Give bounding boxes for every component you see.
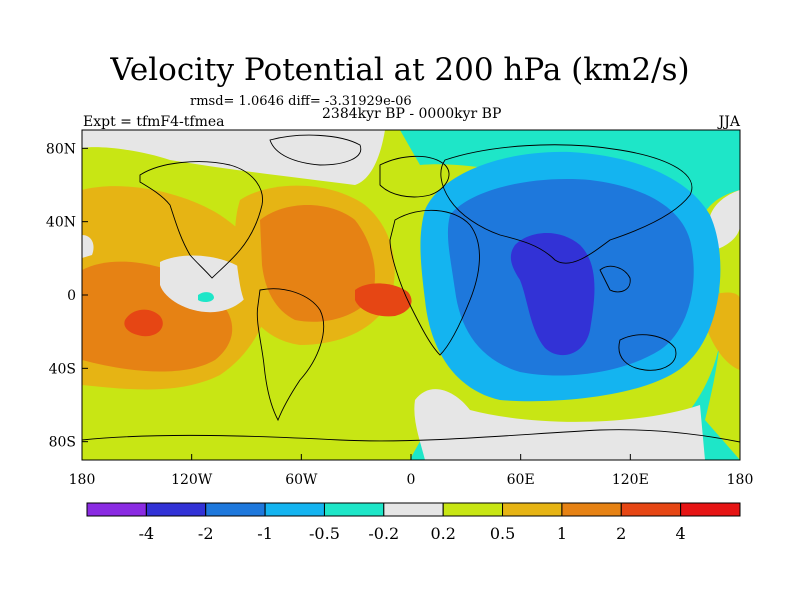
colorbar-swatch [442, 502, 504, 517]
x-tick-label: 180 [69, 472, 96, 488]
colorbar-label: 4 [676, 524, 686, 543]
y-tick-label: 0 [67, 288, 76, 304]
colorbar-swatch [86, 502, 147, 517]
rmsd-stats: rmsd= 1.0646 diff= -3.31929e-06 [190, 94, 412, 109]
colorbar-label: 0.2 [430, 524, 455, 543]
colorbar-swatch [680, 502, 741, 517]
coast-europe [379, 155, 450, 198]
x-tick-label: 60E [507, 472, 535, 488]
colorbar-swatch [205, 502, 266, 517]
coastlines [82, 134, 740, 443]
colorbar-label: 1 [557, 524, 567, 543]
x-tick-label: 120W [171, 472, 213, 488]
coast-north-america [139, 161, 263, 279]
chart-title: Velocity Potential at 200 hPa (km2/s) [110, 52, 690, 88]
colorbar-label: 0.5 [490, 524, 515, 543]
field-pacific-small-negative [198, 292, 214, 303]
field-atlantic-peak [355, 283, 412, 317]
coast-australia [618, 334, 677, 371]
colorbar: -4 -2 -1 -0.5 -0.2 0.2 0.5 1 2 4 [86, 502, 741, 543]
field-antarctic-neutral [414, 389, 705, 460]
colorbar-label: -0.5 [309, 524, 340, 543]
coast-antarctica [82, 429, 740, 443]
colorbar-swatch [145, 502, 207, 517]
y-tick-label: 40N [46, 215, 76, 231]
y-tick-label: 40S [49, 361, 76, 377]
colorbar-label: -2 [198, 524, 214, 543]
x-axis-ticks: 180 120W 60W 0 60E 120E 180 [69, 454, 754, 488]
coast-south-america [256, 288, 324, 422]
period-label: 2384kyr BP - 0000kyr BP [322, 106, 502, 122]
field-arctic-neutral [82, 130, 385, 185]
y-tick-label: 80N [46, 141, 76, 157]
y-tick-label: 80S [49, 435, 76, 451]
coast-greenland [269, 134, 362, 166]
contour-field [82, 130, 740, 460]
coast-asia [440, 144, 693, 264]
x-tick-label: 0 [407, 472, 416, 488]
y-axis-ticks: 80N 40N 0 40S 80S [46, 141, 88, 451]
season-label: JJA [718, 114, 740, 130]
field-west-edge-neutral [82, 235, 94, 258]
colorbar-swatch [264, 502, 325, 517]
x-tick-label: 60W [285, 472, 318, 488]
field-pacific-peak [124, 309, 163, 337]
x-tick-label: 180 [727, 472, 754, 488]
field-pacific-neutral-island [160, 255, 252, 313]
x-tick-label: 120E [612, 472, 649, 488]
colorbar-label: -0.2 [368, 524, 399, 543]
colorbar-swatch [620, 502, 682, 517]
coast-maritime-continent [599, 265, 631, 293]
colorbar-swatch [383, 502, 444, 517]
colorbar-swatch [561, 502, 622, 517]
colorbar-swatch [323, 502, 385, 517]
colorbar-label: -4 [139, 524, 155, 543]
field-indian-core [510, 232, 595, 356]
coast-africa [389, 209, 480, 356]
colorbar-label: 2 [616, 524, 626, 543]
colorbar-label: -1 [257, 524, 273, 543]
experiment-label: Expt = tfmF4-tfmea [83, 114, 225, 130]
colorbar-swatch [502, 502, 563, 517]
field-atlantic-maximum [260, 205, 375, 322]
